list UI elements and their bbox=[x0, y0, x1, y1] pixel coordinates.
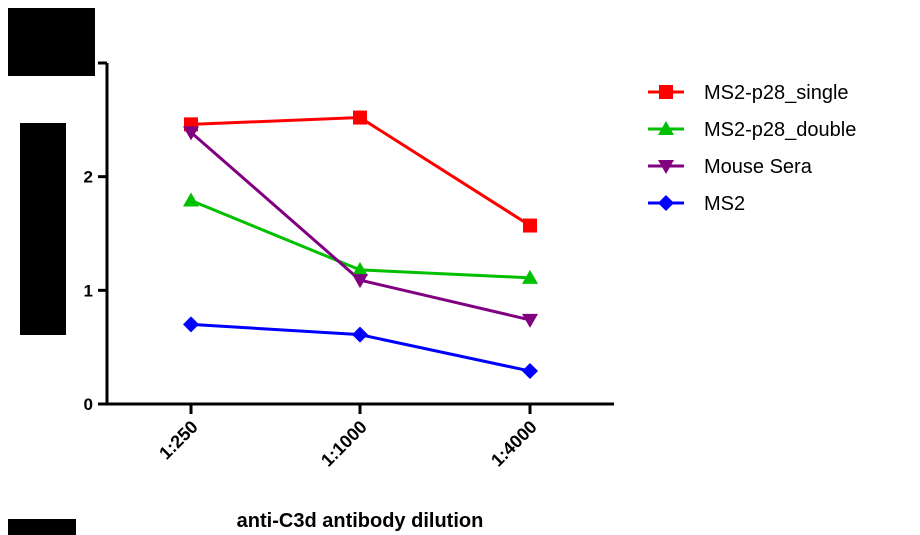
x-tick-label: 1:1000 bbox=[317, 417, 371, 471]
legend-entry: MS2 bbox=[648, 193, 745, 215]
series-1 bbox=[183, 192, 538, 284]
data-point bbox=[522, 269, 538, 284]
legend-label: MS2-p28_single bbox=[704, 82, 849, 104]
series-line bbox=[190, 116, 531, 227]
legend: MS2-p28_single MS2-p28_double Mouse Sera MS… bbox=[648, 82, 856, 215]
legend-marker bbox=[659, 85, 673, 99]
data-point bbox=[352, 274, 368, 289]
data-point bbox=[523, 218, 537, 233]
x-axis-label: anti-C3d antibody dilution bbox=[237, 510, 484, 532]
series-3 bbox=[183, 316, 538, 380]
series-line bbox=[190, 131, 531, 322]
series-layer bbox=[183, 110, 538, 380]
data-point bbox=[352, 261, 368, 276]
y-tick-label: 0 bbox=[84, 395, 93, 414]
legend-marker bbox=[658, 195, 674, 211]
data-point bbox=[522, 313, 538, 328]
data-point bbox=[183, 126, 199, 141]
legend-label: Mouse Sera bbox=[704, 156, 813, 178]
y-tick-label: 1 bbox=[84, 281, 93, 300]
data-point bbox=[522, 363, 538, 380]
data-point bbox=[183, 316, 199, 333]
data-point bbox=[353, 110, 367, 125]
redaction-block-yaxis bbox=[20, 123, 66, 335]
x-ticks: 1:250 1:1000 1:4000 bbox=[155, 404, 541, 470]
legend-label: MS2 bbox=[704, 193, 745, 215]
data-point bbox=[352, 326, 368, 343]
y-ticks: 0 1 2 bbox=[84, 61, 107, 414]
series-2 bbox=[183, 126, 538, 328]
legend-marker bbox=[658, 160, 674, 174]
legend-entry: Mouse Sera bbox=[648, 156, 813, 178]
legend-label: MS2-p28_double bbox=[704, 119, 856, 141]
redaction-block-top bbox=[8, 8, 95, 76]
y-tick-label: 2 bbox=[84, 168, 93, 187]
data-point bbox=[183, 192, 199, 207]
legend-marker bbox=[658, 121, 674, 135]
x-tick-label: 1:4000 bbox=[487, 417, 541, 471]
redaction-block-bottom bbox=[8, 519, 76, 535]
legend-entry: MS2-p28_single bbox=[648, 82, 849, 104]
legend-entry: MS2-p28_double bbox=[648, 119, 856, 141]
x-tick-label: 1:250 bbox=[155, 417, 202, 464]
